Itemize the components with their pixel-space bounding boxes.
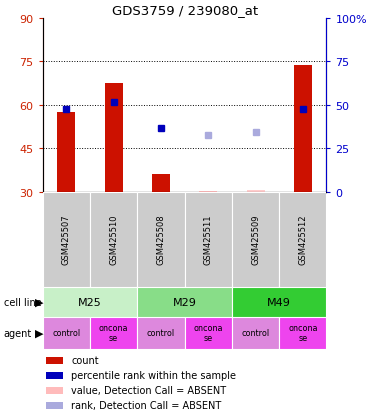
Bar xyxy=(184,192,232,287)
Bar xyxy=(46,402,63,409)
Text: GSM425507: GSM425507 xyxy=(62,214,71,265)
Text: control: control xyxy=(52,328,81,337)
Text: GSM425512: GSM425512 xyxy=(298,214,307,265)
Text: value, Detection Call = ABSENT: value, Detection Call = ABSENT xyxy=(71,386,226,396)
Text: rank, Detection Call = ABSENT: rank, Detection Call = ABSENT xyxy=(71,401,221,411)
Bar xyxy=(294,66,312,192)
Text: control: control xyxy=(242,328,270,337)
Text: agent: agent xyxy=(4,328,32,338)
Text: count: count xyxy=(71,356,99,366)
Text: cell line: cell line xyxy=(4,297,42,307)
Bar xyxy=(279,317,326,349)
Bar xyxy=(90,317,137,349)
Bar xyxy=(43,287,137,317)
Text: GSM425508: GSM425508 xyxy=(157,214,165,265)
Text: ▶: ▶ xyxy=(35,297,43,307)
Bar xyxy=(137,192,185,287)
Text: GSM425511: GSM425511 xyxy=(204,214,213,265)
Bar xyxy=(247,190,265,192)
Bar xyxy=(90,192,137,287)
Bar xyxy=(279,192,326,287)
Text: M29: M29 xyxy=(173,297,197,307)
Text: oncona
se: oncona se xyxy=(288,323,318,342)
Text: oncona
se: oncona se xyxy=(193,323,223,342)
Bar xyxy=(184,317,232,349)
Text: control: control xyxy=(147,328,175,337)
Bar xyxy=(46,387,63,394)
Text: ▶: ▶ xyxy=(35,328,43,338)
Bar xyxy=(43,317,90,349)
Bar xyxy=(46,357,63,364)
Text: M49: M49 xyxy=(267,297,291,307)
Text: GSM425510: GSM425510 xyxy=(109,214,118,265)
Bar xyxy=(152,175,170,192)
Bar xyxy=(46,372,63,379)
Text: M25: M25 xyxy=(78,297,102,307)
Text: percentile rank within the sample: percentile rank within the sample xyxy=(71,370,236,380)
Title: GDS3759 / 239080_at: GDS3759 / 239080_at xyxy=(112,5,257,17)
Text: oncona
se: oncona se xyxy=(99,323,128,342)
Bar xyxy=(43,192,90,287)
Bar xyxy=(232,317,279,349)
Bar xyxy=(58,112,75,192)
Bar xyxy=(232,192,279,287)
Bar xyxy=(199,191,217,192)
Bar xyxy=(105,83,122,192)
Bar xyxy=(137,287,232,317)
Text: GSM425509: GSM425509 xyxy=(251,214,260,265)
Bar xyxy=(137,317,185,349)
Bar xyxy=(232,287,326,317)
